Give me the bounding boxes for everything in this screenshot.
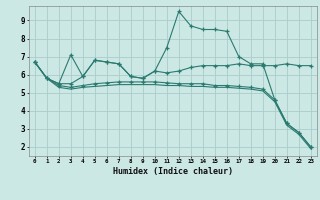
X-axis label: Humidex (Indice chaleur): Humidex (Indice chaleur) bbox=[113, 167, 233, 176]
